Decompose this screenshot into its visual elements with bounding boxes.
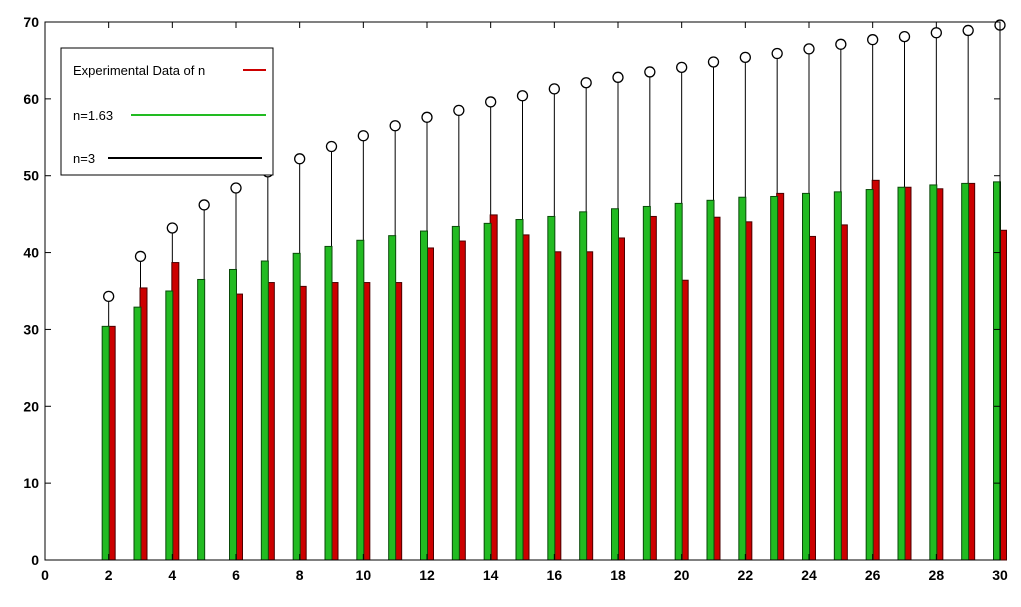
bar-n163: [356, 239, 365, 561]
bar-n163: [802, 192, 810, 561]
y-tick-label: 30: [23, 321, 39, 337]
bar-n163: [770, 195, 779, 561]
y-tick-label: 0: [31, 552, 39, 568]
plot-frame: [44, 21, 1001, 561]
bar-n163: [674, 202, 683, 561]
x-tick-label: 24: [801, 567, 817, 583]
stem-marker-n3: [803, 43, 815, 55]
y-tick-label: 10: [23, 475, 39, 491]
x-tick-label: 18: [610, 567, 626, 583]
x-tick-label: 30: [992, 567, 1008, 583]
stem-marker-n3: [389, 120, 401, 132]
bar-n163: [547, 215, 556, 561]
y-tick-label: 60: [23, 91, 39, 107]
stem-marker-n3: [357, 130, 369, 142]
stem-marker-n3: [676, 61, 688, 73]
bar-n163: [738, 196, 747, 561]
x-tick-label: 6: [232, 567, 240, 583]
bar-n163: [420, 230, 428, 561]
stem-marker-n3: [898, 30, 911, 43]
stem-marker-n3: [580, 77, 592, 89]
bar-n163: [515, 219, 524, 561]
bar-n163: [451, 225, 460, 561]
stem-marker-n3: [962, 24, 974, 37]
stem-marker-n3: [230, 182, 242, 194]
stem-marker-n3: [134, 250, 147, 263]
stem-marker-n3: [166, 222, 178, 234]
stem-marker-n3: [453, 104, 465, 117]
bar-n163: [642, 205, 651, 561]
bar-n163: [388, 235, 397, 561]
y-tick-label: 70: [23, 14, 39, 30]
x-tick-label: 26: [865, 567, 881, 583]
bar-n163: [324, 245, 333, 561]
bar-n163: [292, 252, 301, 561]
bar-n163: [961, 182, 970, 561]
legend-label: n=3: [73, 151, 95, 166]
bar-n163: [579, 211, 588, 561]
stem-marker-n3: [294, 153, 306, 165]
bar-n163: [833, 191, 842, 561]
x-tick-label: 28: [929, 567, 945, 583]
x-tick-label: 2: [105, 567, 113, 583]
stem-marker-n3: [739, 51, 751, 64]
bar-n163: [611, 208, 619, 561]
stem-marker-n3: [835, 38, 847, 50]
bar-n163: [929, 184, 938, 561]
chart-marks: [101, 19, 1007, 561]
bar-n163: [897, 186, 906, 561]
bar-n163: [993, 181, 1001, 561]
stem-marker-n3: [867, 34, 879, 46]
x-tick-label: 20: [674, 567, 690, 583]
bar-n163: [165, 290, 174, 561]
y-tick-label: 20: [23, 398, 39, 414]
bar-n163: [101, 325, 110, 561]
legend: Experimental Data of n n=1.63 n=3: [60, 47, 274, 176]
stem-marker-n3: [771, 47, 783, 60]
stem-marker-n3: [707, 56, 720, 68]
bar-n163: [483, 222, 492, 561]
stem-marker-n3: [930, 27, 942, 39]
y-tick-label: 50: [23, 168, 39, 184]
x-tick-label: 12: [419, 567, 435, 583]
x-tick-label: 16: [547, 567, 563, 583]
legend-box: [60, 47, 274, 176]
bar-n163: [229, 268, 237, 561]
bar-n163: [706, 199, 715, 561]
x-tick-label: 0: [41, 567, 49, 583]
stem-marker-n3: [421, 111, 433, 123]
y-tick-label: 40: [23, 245, 39, 261]
stem-marker-n3: [612, 71, 624, 83]
stem-marker-n3: [516, 90, 529, 102]
bar-n163: [197, 278, 206, 561]
x-tick-label: 8: [296, 567, 304, 583]
stem-marker-n3: [103, 290, 115, 303]
axis-ticks: 0 2 4 6 8 10 12 14 16 18 20 22 24 26 28 300102030405060…: [23, 14, 1008, 583]
stem-marker-n3: [325, 140, 338, 153]
x-tick-label: 4: [168, 567, 176, 583]
stem-marker-n3: [485, 96, 497, 108]
legend-label: Experimental Data of n: [73, 63, 205, 78]
stem-marker-n3: [548, 83, 560, 95]
bar-n163: [865, 189, 874, 561]
x-tick-label: 22: [738, 567, 754, 583]
bar-n163: [260, 260, 269, 561]
stem-marker-n3: [198, 199, 210, 211]
x-tick-label: 10: [356, 567, 372, 583]
legend-label: n=1.63: [73, 108, 113, 123]
x-tick-label: 14: [483, 567, 499, 583]
bar-n163: [133, 306, 142, 561]
stem-marker-n3: [644, 66, 656, 78]
